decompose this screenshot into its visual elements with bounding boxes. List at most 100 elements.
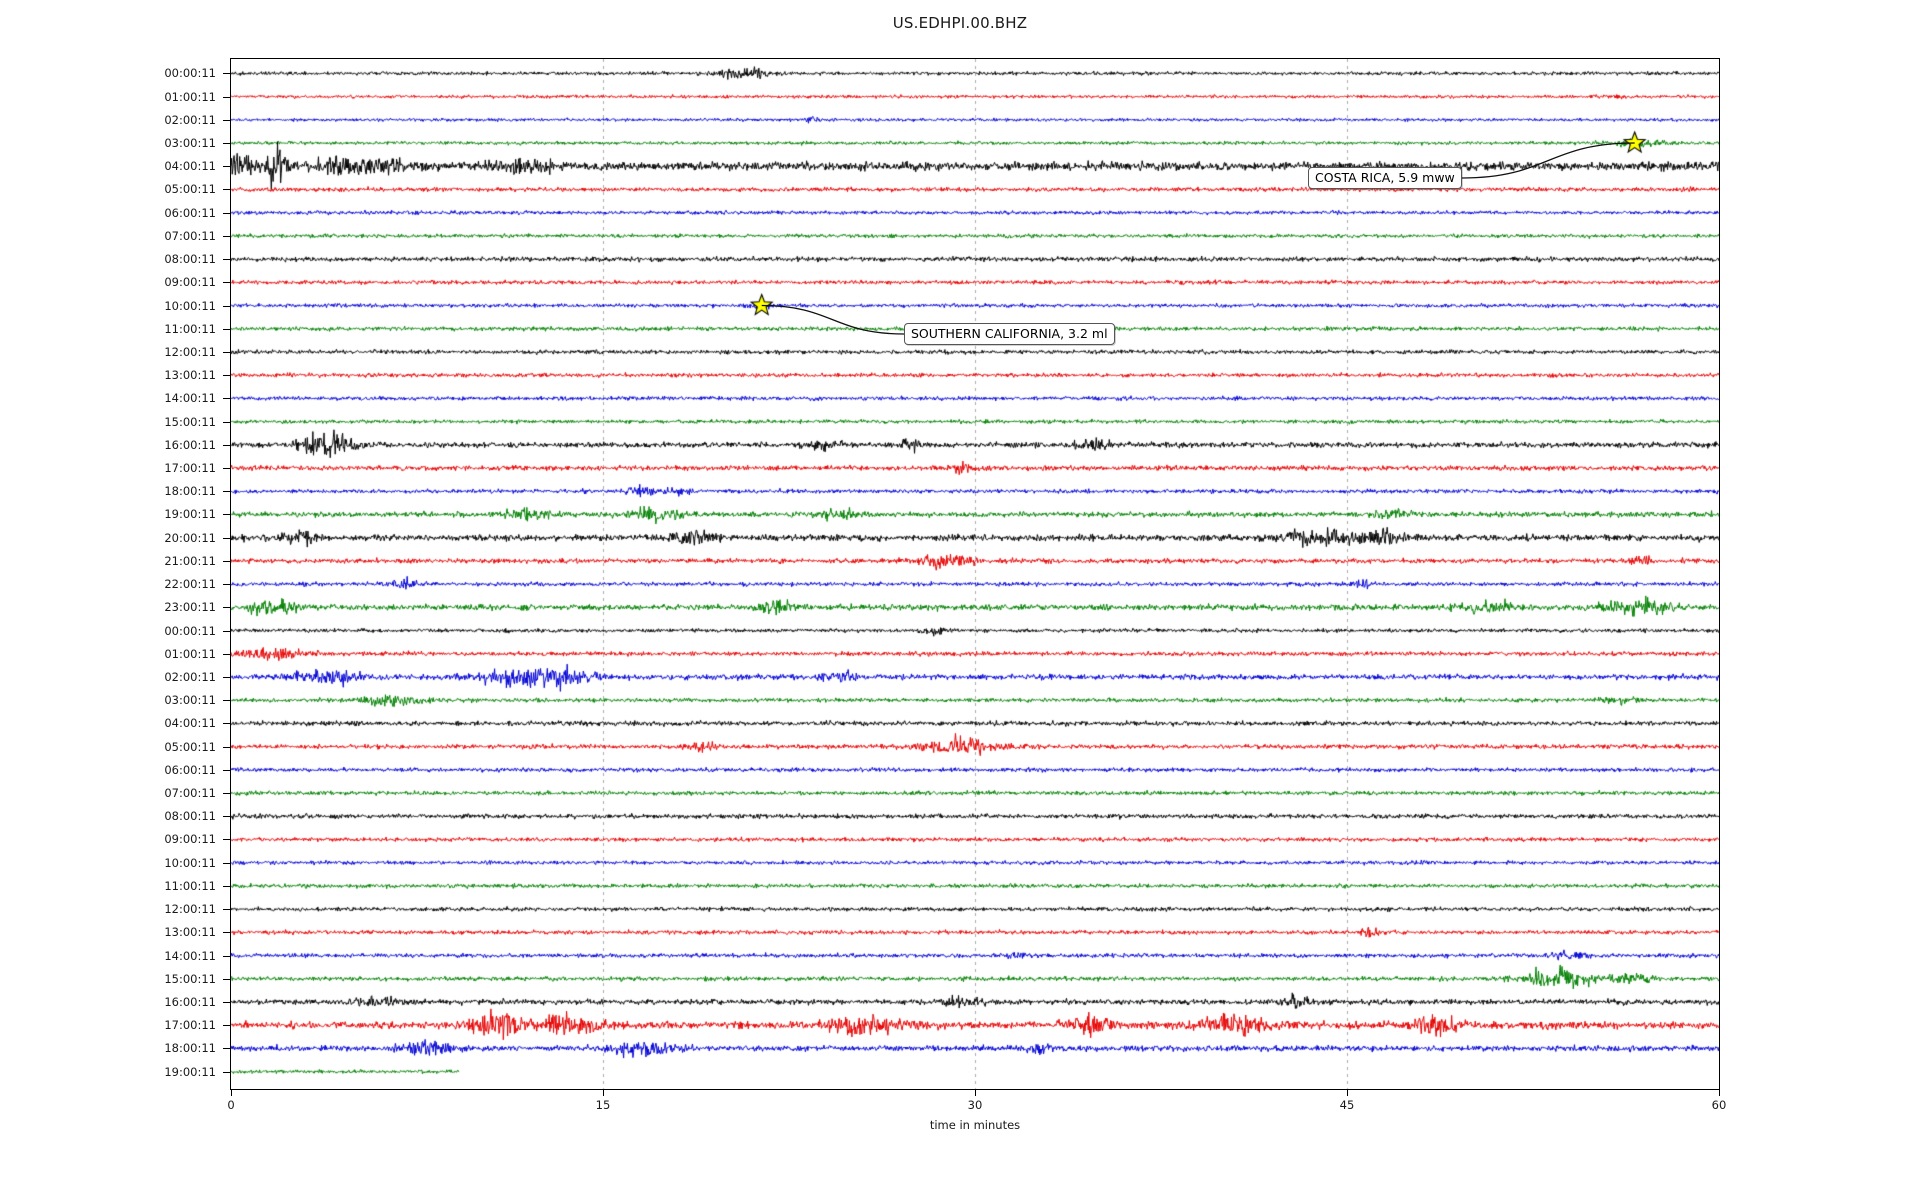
y-axis-tick-mark [223,956,230,957]
y-axis-tick-mark [223,979,230,980]
x-axis-tick-label: 60 [1711,1098,1727,1112]
y-axis-tick-label: 09:00:11 [164,832,216,847]
y-axis-tick-mark [223,863,230,864]
x-axis-tick-mark [231,1089,232,1096]
y-axis-tick-mark [223,909,230,910]
y-axis-tick-mark [223,97,230,98]
y-axis-tick-mark [223,282,230,283]
y-axis-tick-label: 18:00:11 [164,1041,216,1056]
y-axis-tick-mark [223,839,230,840]
y-axis-tick-mark [223,700,230,701]
y-axis-tick-label: 02:00:11 [164,112,216,127]
y-axis-tick-label: 06:00:11 [164,762,216,777]
y-axis-tick-label: 04:00:11 [164,159,216,174]
y-axis-tick-mark [223,120,230,121]
y-axis-tick-label: 07:00:11 [164,228,216,243]
y-axis-tick-label: 12:00:11 [164,902,216,917]
y-axis-tick-label: 23:00:11 [164,600,216,615]
y-axis-tick-label: 03:00:11 [164,693,216,708]
y-axis-tick-label: 17:00:11 [164,1018,216,1033]
y-axis-tick-label: 19:00:11 [164,507,216,522]
y-axis-tick-label: 09:00:11 [164,275,216,290]
x-axis-tick-mark [975,1089,976,1096]
y-axis-tick-label: 19:00:11 [164,1064,216,1079]
y-axis-tick-mark [223,143,230,144]
y-axis-tick-mark [223,259,230,260]
y-axis-tick-label: 00:00:11 [164,66,216,81]
y-axis-tick-mark [223,352,230,353]
y-axis-tick-mark [223,236,230,237]
y-axis-tick-label: 11:00:11 [164,878,216,893]
y-axis-tick-label: 13:00:11 [164,368,216,383]
y-axis-tick-label: 01:00:11 [164,89,216,104]
y-axis-tick-mark [223,886,230,887]
x-axis-tick-mark [1347,1089,1348,1096]
y-axis-tick-mark [223,398,230,399]
y-axis-tick-mark [223,793,230,794]
y-axis-tick-mark [223,73,230,74]
y-axis-tick-label: 13:00:11 [164,925,216,940]
y-axis-tick-mark [223,306,230,307]
y-axis-tick-mark [223,1025,230,1026]
y-axis-tick-mark [223,445,230,446]
y-axis-tick-mark [223,654,230,655]
y-axis-tick-label: 17:00:11 [164,461,216,476]
y-axis-tick-label: 04:00:11 [164,716,216,731]
y-axis-tick-label: 15:00:11 [164,414,216,429]
x-axis-tick-label: 0 [227,1098,235,1112]
y-axis-tick-mark [223,491,230,492]
y-axis-tick-label: 14:00:11 [164,948,216,963]
y-axis-tick-label: 22:00:11 [164,577,216,592]
y-axis-tick-mark [223,1072,230,1073]
y-axis-tick-label: 05:00:11 [164,739,216,754]
y-axis-tick-label: 15:00:11 [164,971,216,986]
y-axis-tick-label: 11:00:11 [164,321,216,336]
y-axis-tick-mark [223,1002,230,1003]
y-axis-tick-mark [223,538,230,539]
page-title: US.EDHPI.00.BHZ [892,14,1028,32]
y-axis-labels: 00:00:11 01:00:11 02:00:11 03:00:11 04:00:11… [0,0,230,1200]
y-axis-tick-label: 00:00:11 [164,623,216,638]
y-axis-tick-label: 18:00:11 [164,484,216,499]
x-axis-tick-mark [603,1089,604,1096]
waveform-canvas [231,59,1719,1089]
y-axis-tick-label: 01:00:11 [164,646,216,661]
y-axis-tick-label: 05:00:11 [164,182,216,197]
y-axis-tick-label: 02:00:11 [164,669,216,684]
y-axis-tick-mark [223,770,230,771]
event-annotation-label: SOUTHERN CALIFORNIA, 3.2 ml [904,323,1115,345]
y-axis-tick-mark [223,166,230,167]
y-axis-tick-mark [223,189,230,190]
y-axis-tick-label: 06:00:11 [164,205,216,220]
y-axis-tick-mark [223,607,230,608]
y-axis-tick-label: 07:00:11 [164,786,216,801]
y-axis-tick-label: 08:00:11 [164,252,216,267]
x-axis-tick-label: 15 [595,1098,611,1112]
y-axis-tick-label: 10:00:11 [164,855,216,870]
y-axis-tick-label: 12:00:11 [164,344,216,359]
y-axis-tick-mark [223,584,230,585]
x-axis-title: time in minutes [929,1118,1021,1132]
x-axis-tick-label: 30 [967,1098,983,1112]
y-axis-tick-mark [223,1048,230,1049]
y-axis-tick-mark [223,677,230,678]
y-axis-tick-mark [223,747,230,748]
y-axis-tick-mark [223,329,230,330]
y-axis-tick-label: 16:00:11 [164,994,216,1009]
event-annotation-label: COSTA RICA, 5.9 mww [1308,167,1462,189]
y-axis-tick-label: 03:00:11 [164,136,216,151]
y-axis-tick-mark [223,514,230,515]
y-axis-tick-label: 14:00:11 [164,391,216,406]
y-axis-tick-mark [223,816,230,817]
x-axis-tick-mark [1719,1089,1720,1096]
y-axis-tick-label: 10:00:11 [164,298,216,313]
y-axis-tick-mark [223,468,230,469]
y-axis-tick-mark [223,631,230,632]
plot-area [230,58,1720,1090]
x-axis-tick-label: 45 [1339,1098,1355,1112]
y-axis-tick-mark [223,422,230,423]
y-axis-tick-mark [223,375,230,376]
y-axis-tick-mark [223,723,230,724]
y-axis-tick-label: 21:00:11 [164,553,216,568]
